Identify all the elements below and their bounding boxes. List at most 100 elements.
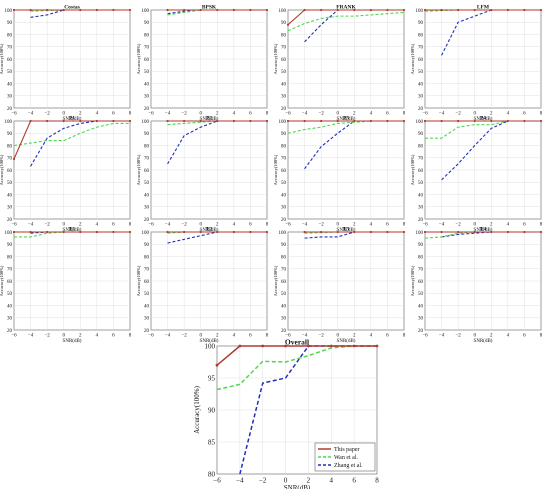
y-tick-label: 95 [208, 374, 216, 382]
x-tick-label: 6 [352, 477, 356, 485]
y-axis-label: Accuracy(100%) [410, 265, 415, 296]
y-tick-label: 60 [281, 58, 287, 63]
x-tick-label: −6 [422, 334, 428, 339]
x-tick-label: −4 [439, 112, 445, 117]
y-tick-label: 20 [418, 107, 424, 112]
data-point-ours [539, 8, 543, 12]
x-tick-label: 4 [370, 223, 373, 228]
y-tick-label: 40 [144, 82, 150, 87]
y-tick-label: 100 [279, 231, 287, 236]
data-point-ours [79, 230, 82, 234]
y-tick-label: 20 [281, 329, 287, 334]
x-axis-label: SNR(dB) [63, 117, 82, 122]
x-tick-label: 2 [79, 334, 82, 339]
chart-title: T2 [206, 227, 213, 233]
y-tick-label: 90 [7, 132, 13, 137]
y-tick-label: 40 [418, 193, 424, 198]
data-point-ours [423, 8, 427, 12]
x-tick-label: −2 [318, 334, 324, 339]
y-tick-label: 80 [7, 255, 13, 260]
data-point-ours [523, 230, 526, 234]
x-tick-label: 0 [62, 223, 65, 228]
chart-panel-lfm: −6 −4 −2 0 2 4 6 8 20 30 40 50 60 70 80 90 100 LFM SNR(dB)… [410, 5, 543, 123]
data-point-ours [112, 8, 115, 12]
y-tick-label: 90 [144, 21, 150, 26]
x-tick-label: 8 [403, 223, 406, 228]
series-line-wan [14, 122, 130, 147]
y-tick-label: 70 [144, 268, 150, 273]
y-tick-label: 50 [144, 292, 150, 297]
data-point-ours [490, 230, 493, 234]
x-tick-label: −4 [28, 223, 34, 228]
data-point-ours [423, 230, 427, 234]
chart-title: P4 [480, 116, 486, 122]
data-point-ours [166, 8, 169, 12]
data-point-ours [286, 23, 290, 26]
data-point-ours [369, 119, 372, 123]
y-tick-label: 90 [7, 21, 13, 26]
y-tick-label: 100 [416, 231, 424, 236]
chart-panel-p1: −6 −4 −2 0 2 4 6 82030405060708090100P1SNR(dB)A… [0, 116, 132, 234]
y-axis-label: Accuracy(100%) [273, 265, 278, 296]
x-tick-label: 4 [96, 223, 99, 228]
x-tick-label: 6 [523, 334, 526, 339]
data-point-ours [286, 119, 290, 123]
chart-panel-p4: −6 −4 −2 0 2 4 6 82030405060708090100P4SNR(dB)A… [410, 116, 543, 234]
data-point-ours [402, 119, 406, 123]
x-tick-label: 4 [370, 334, 373, 339]
y-tick-label: 50 [281, 292, 287, 297]
y-tick-label: 40 [7, 82, 13, 87]
data-point-ours [216, 119, 219, 123]
x-tick-label: −6 [422, 112, 428, 117]
chart-title: P3 [343, 116, 349, 122]
data-point-ours [232, 119, 235, 123]
y-tick-label: 60 [281, 169, 287, 174]
y-tick-label: 50 [144, 70, 150, 75]
y-tick-label: 70 [281, 46, 287, 51]
data-point-ours [402, 8, 406, 12]
data-point-ours [352, 344, 356, 348]
y-tick-label: 90 [418, 21, 424, 26]
x-tick-label: −4 [302, 223, 308, 228]
y-tick-label: 100 [142, 120, 150, 125]
data-point-ours [128, 230, 132, 234]
y-tick-label: 20 [418, 218, 424, 223]
data-point-ours [249, 8, 252, 12]
x-tick-label: 2 [79, 223, 82, 228]
data-point-ours [523, 8, 526, 12]
y-tick-label: 30 [7, 95, 13, 100]
x-tick-label: 4 [507, 223, 510, 228]
y-tick-label: 60 [418, 280, 424, 285]
x-tick-label: 0 [199, 334, 202, 339]
y-tick-label: 100 [5, 231, 13, 236]
data-point-ours [128, 8, 132, 12]
y-tick-label: 20 [144, 218, 150, 223]
y-tick-label: 30 [144, 206, 150, 211]
y-tick-label: 90 [144, 132, 150, 137]
y-tick-label: 50 [7, 292, 13, 297]
y-tick-label: 80 [418, 33, 424, 38]
x-axis-label: SNR(dB) [200, 339, 219, 344]
y-tick-label: 20 [281, 218, 287, 223]
data-point-ours [303, 230, 306, 234]
data-point-ours [95, 119, 98, 123]
y-tick-label: 70 [144, 157, 150, 162]
data-point-ours [457, 230, 460, 234]
chart-panel-t3: −6 −4 −2 0 2 4 6 82030405060708090100T3SNR(dB)A… [273, 227, 406, 345]
legend-label-zhang: Zhang et al. [334, 463, 363, 469]
data-point-ours [249, 230, 252, 234]
y-tick-label: 80 [418, 255, 424, 260]
x-tick-label: −6 [148, 334, 154, 339]
data-point-ours [369, 230, 372, 234]
x-tick-label: 0 [473, 112, 476, 117]
x-tick-label: 0 [62, 112, 65, 117]
x-tick-label: −4 [28, 334, 34, 339]
data-point-ours [402, 230, 406, 234]
data-point-ours [166, 230, 169, 234]
x-tick-label: 2 [216, 223, 219, 228]
data-point-ours [265, 8, 269, 12]
y-tick-label: 40 [7, 193, 13, 198]
y-tick-label: 80 [208, 470, 216, 478]
x-tick-label: −2 [44, 223, 50, 228]
y-tick-label: 50 [281, 181, 287, 186]
